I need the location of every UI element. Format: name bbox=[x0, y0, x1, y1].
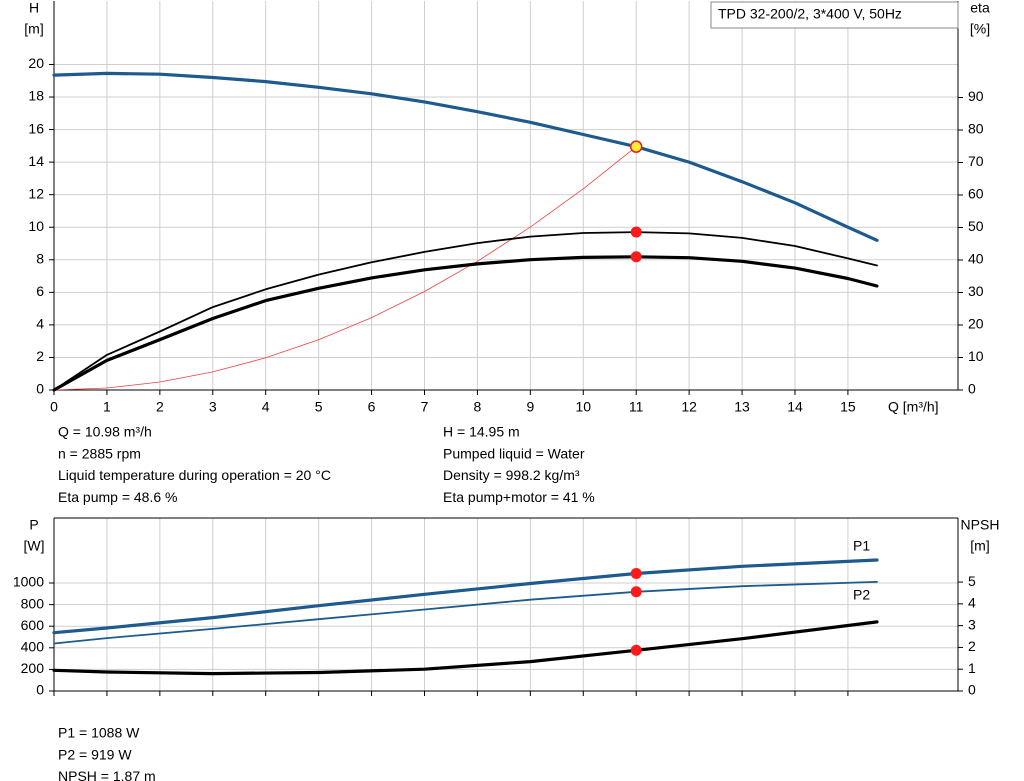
y2-tick-label: 3 bbox=[968, 616, 976, 632]
x-tick-label: 5 bbox=[315, 399, 323, 415]
y2-tick-label: 1 bbox=[968, 660, 976, 676]
x-tick-label: 9 bbox=[526, 399, 534, 415]
x-tick-label: 1 bbox=[103, 399, 111, 415]
x-tick-label: 15 bbox=[840, 399, 856, 415]
curve bbox=[52, 71, 879, 242]
legend-box bbox=[710, 1, 959, 29]
y-tick-label: 0 bbox=[36, 682, 44, 698]
y2-tick-label: 80 bbox=[968, 121, 984, 137]
note: Q = 10.98 m³/h bbox=[58, 424, 152, 440]
note: n = 2885 rpm bbox=[58, 445, 141, 461]
y2-axis-title: NPSH bbox=[961, 517, 1000, 533]
y-tick-label: 4 bbox=[36, 316, 44, 332]
note: NPSH = 1.87 m bbox=[58, 768, 156, 781]
y2-axis-unit: [%] bbox=[970, 21, 990, 37]
note: Eta pump = 48.6 % bbox=[58, 489, 177, 505]
note: P2 = 919 W bbox=[58, 746, 132, 762]
x-tick-label: 10 bbox=[575, 399, 591, 415]
y2-tick-label: 0 bbox=[968, 381, 976, 397]
y-tick-label: 14 bbox=[28, 153, 44, 169]
curve bbox=[53, 231, 878, 391]
x-tick-label: 2 bbox=[156, 399, 164, 415]
y-tick-label: 400 bbox=[21, 639, 45, 655]
series-label: P1 bbox=[853, 538, 870, 554]
y-tick-label: 1000 bbox=[13, 574, 44, 590]
duty-point bbox=[630, 586, 642, 598]
y2-axis-unit: [m] bbox=[970, 538, 989, 554]
y-axis-title: P bbox=[29, 517, 38, 533]
y-tick-label: 18 bbox=[28, 88, 44, 104]
x-tick-label: 11 bbox=[629, 399, 644, 415]
duty-point bbox=[629, 140, 643, 153]
y-tick-label: 2 bbox=[36, 348, 44, 364]
x-tick-label: 8 bbox=[474, 399, 482, 415]
y-tick-label: 200 bbox=[21, 660, 45, 676]
curve bbox=[53, 146, 637, 391]
y-tick-label: 8 bbox=[36, 250, 44, 266]
y-axis-unit: [m] bbox=[24, 21, 43, 37]
curve bbox=[52, 255, 879, 392]
note: Pumped liquid = Water bbox=[443, 445, 585, 461]
duty-point bbox=[630, 568, 642, 580]
x-tick-label: 4 bbox=[262, 399, 270, 415]
legend-text: TPD 32-200/2, 3*400 V, 50Hz bbox=[718, 6, 902, 22]
y-tick-label: 600 bbox=[21, 617, 45, 633]
y-tick-label: 16 bbox=[28, 120, 44, 136]
x-tick-label: 13 bbox=[734, 399, 750, 415]
y-tick-label: 800 bbox=[21, 595, 45, 611]
note: Density = 998.2 kg/m³ bbox=[443, 467, 580, 483]
y2-tick-label: 5 bbox=[968, 573, 976, 589]
series-label: P2 bbox=[853, 587, 870, 603]
x-axis-title: Q [m³/h] bbox=[888, 399, 939, 415]
y-tick-label: 20 bbox=[28, 55, 44, 71]
y2-axis-title: eta bbox=[970, 0, 990, 16]
y-tick-label: 10 bbox=[28, 218, 44, 234]
curve bbox=[52, 620, 879, 676]
y2-tick-label: 40 bbox=[968, 251, 984, 267]
curve bbox=[53, 581, 878, 645]
y2-tick-label: 10 bbox=[968, 348, 984, 364]
duty-point bbox=[630, 251, 642, 263]
note: Eta pump+motor = 41 % bbox=[443, 489, 595, 505]
x-tick-label: 7 bbox=[421, 399, 429, 415]
duty-point bbox=[630, 644, 642, 656]
x-tick-label: 3 bbox=[209, 399, 217, 415]
curve bbox=[52, 558, 879, 635]
y-tick-label: 12 bbox=[28, 185, 44, 201]
y-tick-label: 6 bbox=[36, 283, 44, 299]
y2-tick-label: 70 bbox=[968, 153, 984, 169]
y2-tick-label: 4 bbox=[968, 595, 976, 611]
y2-tick-label: 0 bbox=[968, 682, 976, 698]
x-tick-label: 6 bbox=[368, 399, 376, 415]
x-tick-label: 14 bbox=[787, 399, 803, 415]
x-tick-label: 12 bbox=[681, 399, 697, 415]
y2-tick-label: 90 bbox=[968, 88, 984, 104]
y2-tick-label: 2 bbox=[968, 638, 976, 654]
y2-tick-label: 50 bbox=[968, 218, 984, 234]
note: P1 = 1088 W bbox=[58, 725, 140, 741]
y2-tick-label: 20 bbox=[968, 316, 984, 332]
y-axis-unit: [W] bbox=[24, 538, 45, 554]
y2-tick-label: 60 bbox=[968, 186, 984, 202]
y-tick-label: 0 bbox=[36, 381, 44, 397]
y-axis-title: H bbox=[29, 0, 39, 16]
x-tick-label: 0 bbox=[50, 399, 58, 415]
note: Liquid temperature during operation = 20… bbox=[58, 467, 331, 483]
duty-point bbox=[630, 226, 642, 238]
y2-tick-label: 30 bbox=[968, 283, 984, 299]
note: H = 14.95 m bbox=[443, 424, 520, 440]
